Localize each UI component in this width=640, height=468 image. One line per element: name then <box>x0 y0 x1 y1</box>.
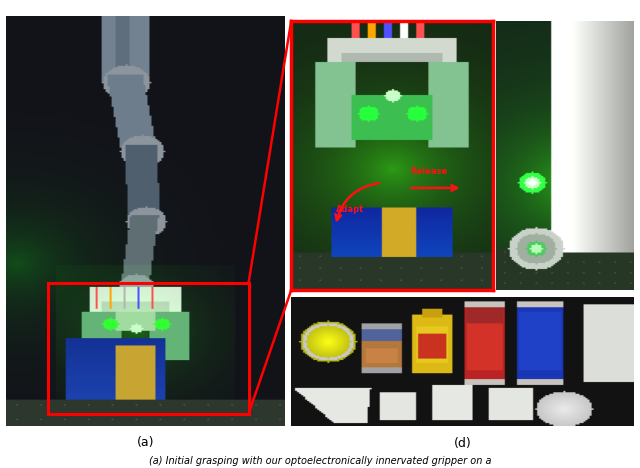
Text: (a) Initial grasping with our optoelectronically innervated gripper on a: (a) Initial grasping with our optoelectr… <box>148 456 492 466</box>
Text: Adapt: Adapt <box>335 205 364 214</box>
Text: (a): (a) <box>137 436 154 449</box>
Text: Release: Release <box>410 168 447 176</box>
Text: (b): (b) <box>383 301 401 314</box>
Text: (c): (c) <box>556 301 573 314</box>
Bar <box>48 283 248 414</box>
Text: (d): (d) <box>454 438 471 451</box>
